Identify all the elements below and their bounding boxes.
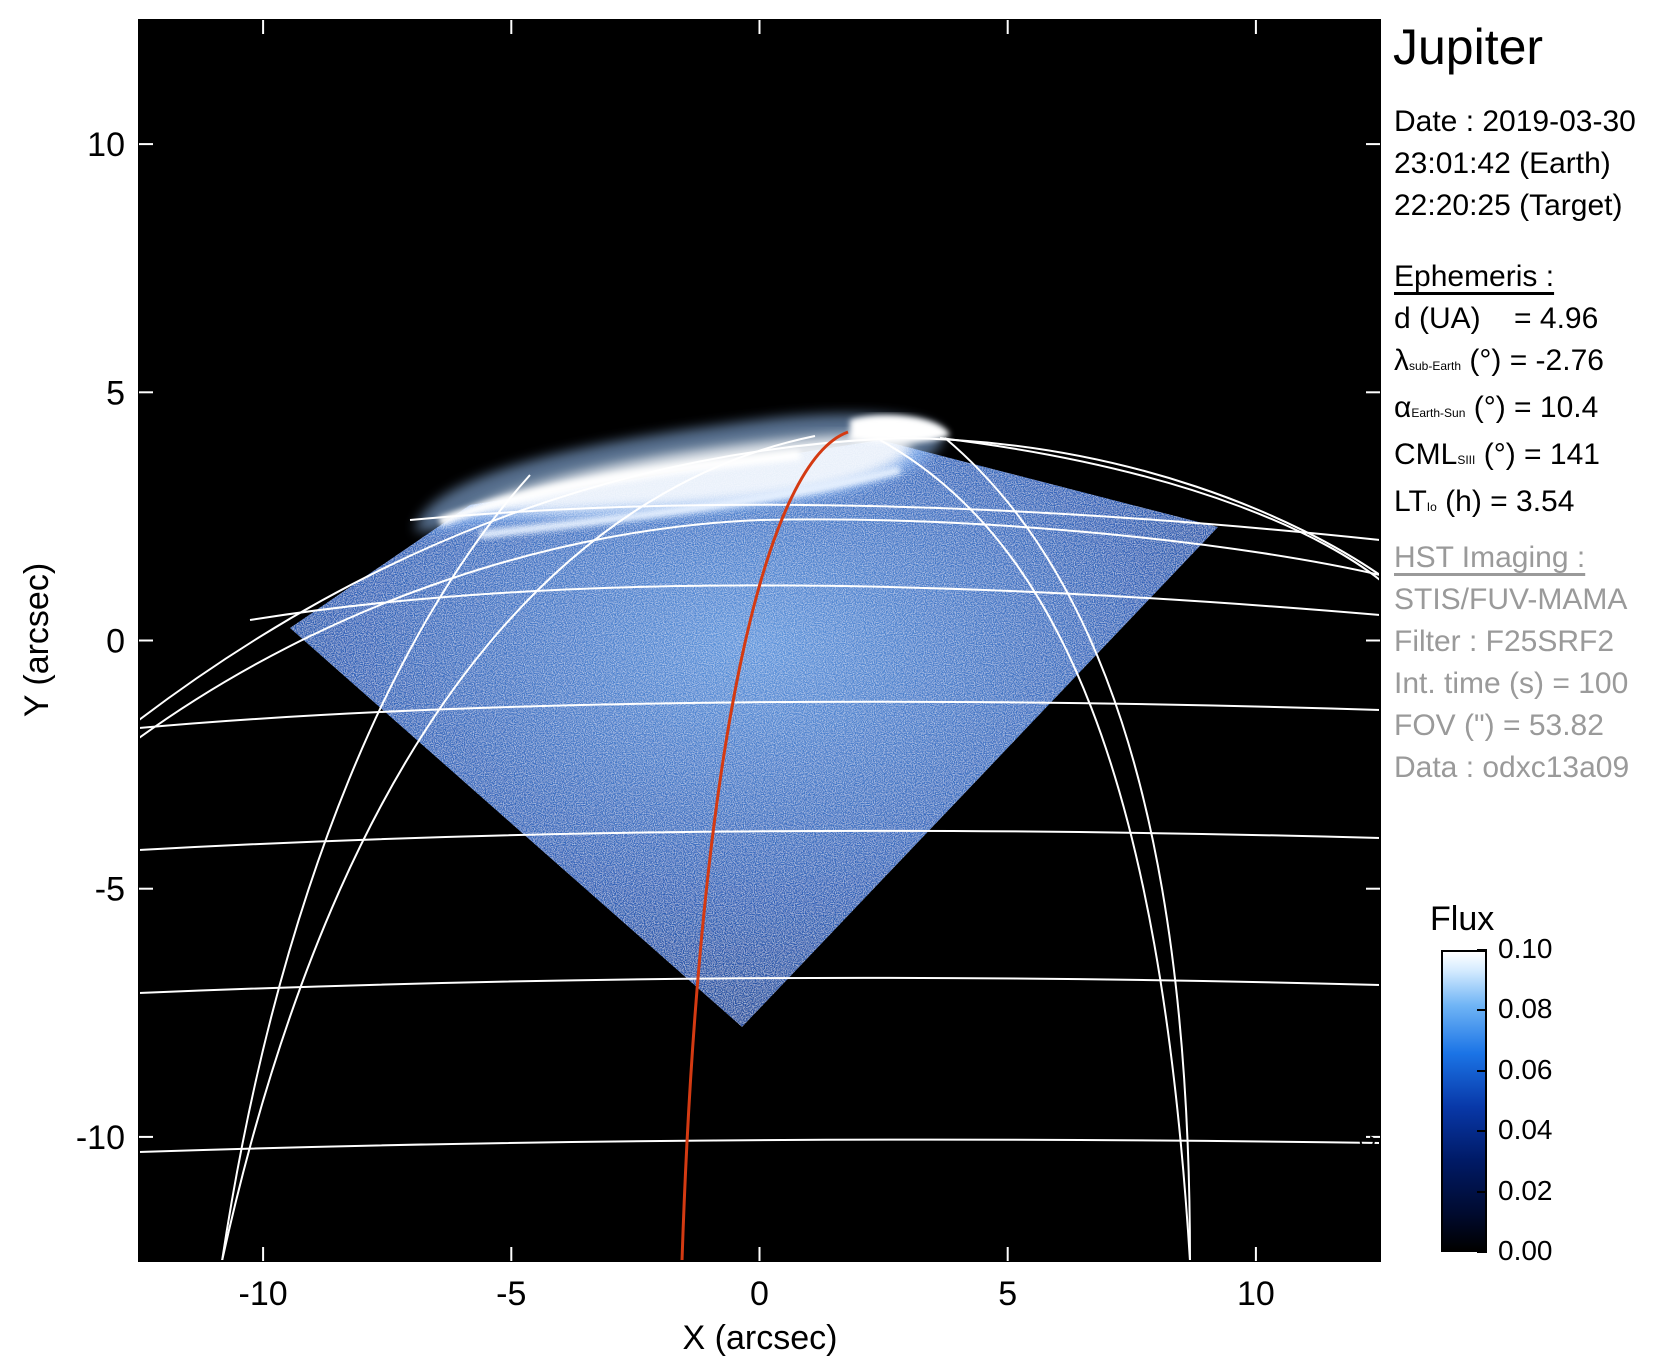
- ephemeris-unit: (°): [1469, 344, 1502, 377]
- ephemeris-value: = 4.96: [1514, 302, 1599, 335]
- colorbar-tick-mark: [1477, 1009, 1487, 1012]
- central-meridian-line: [680, 430, 849, 1261]
- ephemeris-row-distance: d (UA) = 4.96: [1394, 298, 1604, 340]
- ephemeris-value: = 3.54: [1490, 485, 1575, 518]
- x-axis-ticks: -10 -5 0 5 10: [239, 20, 1275, 1313]
- colorbar: [1441, 950, 1487, 1252]
- x-tick-label: 5: [998, 1275, 1017, 1313]
- ephemeris-subscript: SIII: [1457, 453, 1476, 467]
- x-axis-label: X (arcsec): [683, 1319, 838, 1357]
- colorbar-tick-label: 0.00: [1498, 1235, 1553, 1266]
- hst-imaging-block: HST Imaging : STIS/FUV-MAMA Filter : F25…: [1394, 537, 1629, 789]
- date-block: Date : 2019-03-30 23:01:42 (Earth) 22:20…: [1394, 101, 1636, 227]
- ephemeris-symbol: CML: [1394, 438, 1458, 471]
- x-tick-label: 10: [1237, 1275, 1275, 1313]
- ephemeris-value: = 10.4: [1514, 391, 1599, 424]
- ephemeris-row-subearth: λsub-Earth (°) = -2.76: [1394, 340, 1604, 387]
- colorbar-tick-mark: [1477, 1190, 1487, 1193]
- target-time: 22:20:25 (Target): [1394, 189, 1623, 222]
- hst-data-id: Data : odxc13a09: [1394, 751, 1630, 784]
- colorbar-tick-label: 0.08: [1498, 993, 1553, 1025]
- ephemeris-row-phase: αEarth-Sun (°) = 10.4: [1394, 387, 1604, 434]
- y-tick-label: -10: [76, 1119, 125, 1157]
- ephemeris-row-cml: CMLSIII (°) = 141: [1394, 434, 1604, 481]
- ephemeris-symbol: α: [1394, 391, 1412, 424]
- colorbar-title: Flux: [1430, 900, 1495, 938]
- ephemeris-unit: (h): [1445, 485, 1482, 518]
- ephemeris-unit: (°): [1483, 438, 1516, 471]
- colorbar-tick-mark: [1477, 949, 1487, 951]
- ephemeris-row-lt: LTIo (h) = 3.54: [1394, 481, 1604, 528]
- fov-field: [290, 440, 1218, 1027]
- ephemeris-value: = -2.76: [1509, 344, 1604, 377]
- y-axis-label: Y (arcsec): [18, 563, 56, 717]
- colorbar-tick-mark: [1477, 1251, 1487, 1253]
- ephemeris-subscript: sub-Earth: [1409, 359, 1462, 373]
- y-axis-ticks: 10 5 0 -5 -10: [76, 126, 1380, 1157]
- y-tick-label: 10: [87, 126, 125, 164]
- colorbar-tick-label: 0.10: [1498, 933, 1553, 964]
- y-tick-label: 0: [106, 623, 125, 661]
- x-tick-label: -10: [239, 1275, 288, 1313]
- hst-filter: Filter : F25SRF2: [1394, 625, 1615, 658]
- y-tick-label: -5: [95, 871, 125, 909]
- y-tick-label: 5: [106, 374, 125, 412]
- hst-int-time: Int. time (s) = 100: [1394, 667, 1629, 700]
- x-tick-label: -5: [496, 1275, 526, 1313]
- hst-instrument: STIS/FUV-MAMA: [1394, 583, 1628, 616]
- target-name: Jupiter: [1393, 19, 1544, 75]
- ephemeris-symbol: λ: [1394, 344, 1409, 377]
- ephemeris-value: = 141: [1524, 438, 1600, 471]
- x-tick-label: 0: [750, 1275, 769, 1313]
- date-line: Date : 2019-03-30: [1394, 105, 1636, 138]
- image-panel: [138, 19, 1381, 1262]
- earth-time: 23:01:42 (Earth): [1394, 147, 1611, 180]
- colorbar-tick-label: 0.06: [1498, 1053, 1553, 1085]
- ephemeris-subscript: Earth-Sun: [1411, 406, 1466, 420]
- colorbar-unit-label: (counts.s⁻¹): [1349, 1011, 1381, 1159]
- colorbar-tick-mark: [1477, 1130, 1487, 1133]
- ephemeris-subscript: Io: [1426, 500, 1437, 514]
- ephemeris-header: Ephemeris :: [1394, 260, 1555, 293]
- hst-header: HST Imaging :: [1394, 541, 1586, 574]
- colorbar-tick-label: 0.02: [1498, 1174, 1553, 1206]
- colorbar-tick-mark: [1477, 1069, 1487, 1072]
- hst-fov: FOV (") = 53.82: [1394, 709, 1604, 742]
- latlon-grid: [139, 435, 1380, 1261]
- ephemeris-block: Ephemeris : d (UA) = 4.96 λsub-Earth (°)…: [1394, 256, 1604, 528]
- ephemeris-unit: (°): [1473, 391, 1506, 424]
- colorbar-tick-label: 0.04: [1498, 1114, 1553, 1146]
- ephemeris-symbol: LT: [1394, 485, 1427, 518]
- ephemeris-symbol: d (UA): [1394, 302, 1481, 335]
